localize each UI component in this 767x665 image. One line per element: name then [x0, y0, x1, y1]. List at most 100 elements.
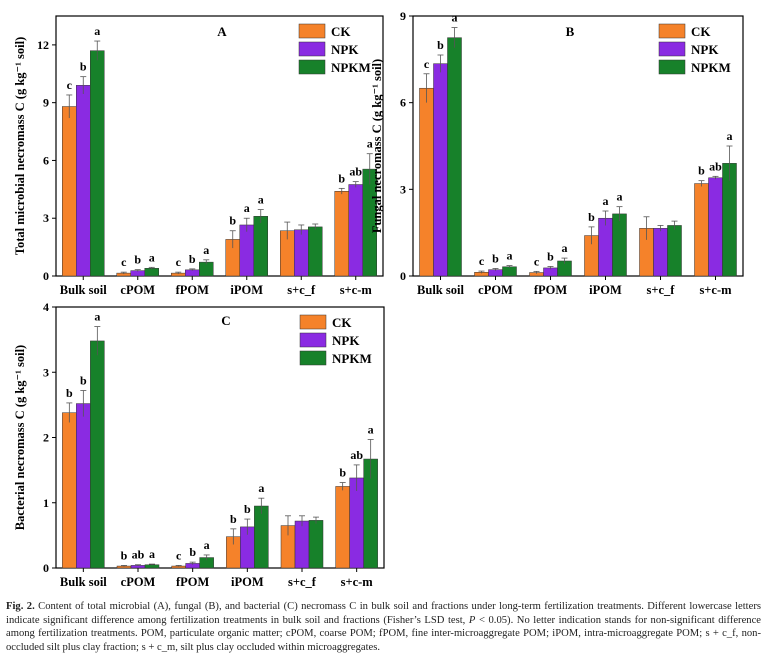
significance-letter: b — [229, 214, 236, 228]
significance-letter: b — [339, 466, 346, 480]
bar-npkm — [254, 505, 269, 569]
significance-letter: a — [367, 137, 373, 151]
legend-label: CK — [691, 24, 711, 39]
legend-swatch-npk — [299, 332, 327, 348]
bar-npk — [76, 403, 91, 569]
bar-npkm — [612, 213, 627, 277]
bar-npk — [294, 229, 309, 277]
y-tick-label: 9 — [43, 96, 49, 110]
significance-letter: c — [534, 254, 540, 268]
significance-letter: b — [66, 386, 73, 400]
bar-npk — [239, 224, 254, 277]
significance-letter: a — [149, 547, 155, 561]
legend-label: NPKM — [331, 60, 371, 75]
bar-npkm — [308, 226, 323, 277]
bar-npk — [348, 184, 363, 277]
significance-letter: a — [94, 24, 100, 38]
bar-ck — [335, 486, 350, 569]
x-tick-label: iPOM — [589, 283, 622, 297]
significance-letter: c — [176, 548, 182, 562]
y-axis-label: Bacterial necromass C (g kg⁻¹ soil) — [13, 345, 27, 530]
legend-label: NPKM — [691, 60, 731, 75]
plot-frame — [412, 15, 744, 277]
y-axis-label: Total microbial necromass C (g kg⁻¹ soil… — [13, 37, 27, 255]
chart-panel-c: 0 1 2 3 4 Bacterial necromass C (g kg⁻¹ soil)… — [13, 300, 385, 589]
significance-letter: b — [338, 171, 345, 185]
legend-swatch-ck — [299, 314, 327, 330]
panel-label: A — [217, 24, 227, 39]
x-tick-label: s+c-m — [340, 283, 373, 297]
y-tick-label: 1 — [43, 496, 49, 510]
y-axis-label: Fungal necromass C (g kg⁻¹ soil) — [370, 59, 384, 233]
significance-letter: a — [149, 250, 155, 264]
significance-letter: a — [244, 201, 250, 215]
caption-text-part2: < 0.05). No letter indication stands for… — [6, 614, 761, 653]
chart-panel-a: 0 3 6 9 12 Total microbial necromass C (g kg⁻… — [13, 15, 384, 297]
significance-letter: ab — [132, 548, 145, 562]
significance-letter: c — [176, 255, 182, 269]
significance-letter: b — [492, 251, 499, 265]
significance-letter: a — [368, 422, 374, 436]
x-tick-label: Bulk soil — [60, 575, 107, 589]
bar-npk — [708, 177, 723, 277]
significance-letter: b — [244, 502, 251, 516]
significance-letter: b — [189, 545, 196, 559]
legend-label: NPK — [691, 42, 719, 57]
y-tick-label: 6 — [400, 96, 406, 110]
x-tick-label: Bulk soil — [60, 283, 107, 297]
legend-swatch-npkm — [299, 350, 327, 366]
legend-swatch-ck — [298, 23, 326, 39]
x-tick-label: s+c_f — [287, 283, 316, 297]
bar-npk — [349, 477, 364, 569]
caption-label: Fig. 2. — [6, 601, 35, 612]
significance-letter: b — [80, 374, 87, 388]
significance-letter: a — [507, 249, 513, 263]
bar-npkm — [667, 225, 682, 277]
legend-swatch-ck — [658, 23, 686, 39]
legend-swatch-npk — [298, 41, 326, 57]
bar-npk — [433, 63, 448, 277]
bar-ck — [419, 87, 434, 277]
y-tick-label: 3 — [43, 211, 49, 225]
significance-letter: a — [203, 243, 209, 257]
significance-letter: a — [258, 193, 264, 207]
significance-letter: a — [94, 310, 100, 324]
significance-letter: b — [189, 252, 196, 266]
legend-label: NPKM — [332, 351, 372, 366]
significance-letter: c — [121, 255, 127, 269]
legend-swatch-npkm — [298, 59, 326, 75]
x-tick-label: cPOM — [121, 575, 156, 589]
x-tick-label: cPOM — [478, 283, 513, 297]
bar-npk — [653, 228, 668, 277]
significance-letter: b — [698, 164, 705, 178]
panel-label: C — [221, 313, 230, 328]
bar-ck — [62, 412, 77, 569]
figure-caption: Fig. 2. Content of total microbial (A), … — [6, 600, 761, 654]
y-tick-label: 4 — [43, 300, 49, 314]
y-tick-label: 0 — [400, 269, 406, 283]
bar-ck — [334, 191, 349, 277]
y-tick-label: 0 — [43, 269, 49, 283]
x-tick-label: iPOM — [230, 283, 263, 297]
bar-npk — [598, 217, 613, 277]
y-tick-label: 9 — [400, 9, 406, 23]
y-tick-label: 3 — [400, 182, 406, 196]
bar-ck — [694, 183, 709, 277]
significance-letter: ab — [709, 159, 722, 173]
bar-npkm — [90, 50, 105, 277]
legend-swatch-npk — [658, 41, 686, 57]
bar-npkm — [90, 340, 105, 569]
y-tick-label: 3 — [43, 365, 49, 379]
significance-letter: a — [603, 194, 609, 208]
x-tick-label: s+c-m — [341, 575, 374, 589]
x-tick-label: fPOM — [176, 283, 210, 297]
significance-letter: b — [547, 249, 554, 263]
significance-letter: a — [617, 190, 623, 204]
significance-letter: ab — [350, 448, 363, 462]
significance-letter: c — [67, 78, 73, 92]
significance-letter: b — [437, 38, 444, 52]
x-tick-label: fPOM — [176, 575, 210, 589]
significance-letter: b — [230, 512, 237, 526]
bar-npkm — [253, 216, 268, 277]
